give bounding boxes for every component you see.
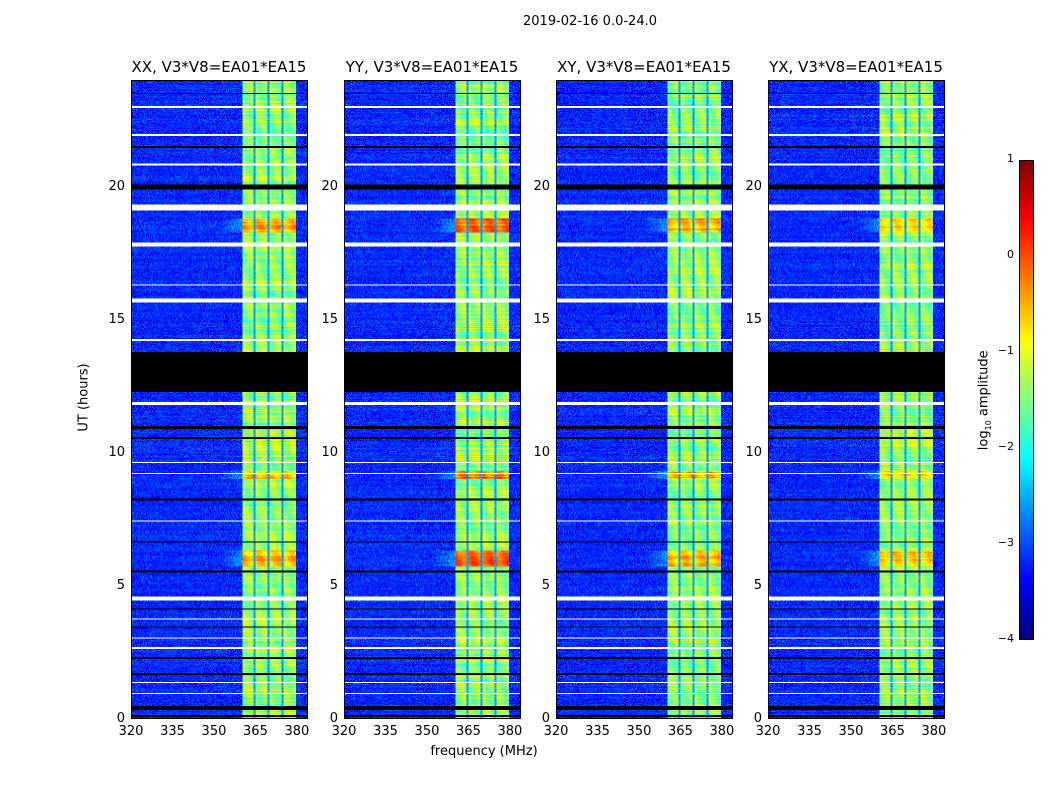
colorbar [1019,160,1034,640]
x-tick-label: 365 [880,724,905,739]
x-tick-label: 335 [797,724,822,739]
y-tick-label: 5 [541,577,550,593]
x-tick-label: 320 [331,724,357,739]
y-tick-label: 10 [745,444,762,460]
y-tick-label: 5 [329,577,338,593]
y-axis-label: UT (hours) [76,363,92,432]
suptitle: 2019-02-16 0.0-24.0 [523,14,657,29]
heatmap-panel-1 [344,80,521,719]
panel-title: XY, V3*V8=EA01*EA15 [557,58,731,76]
x-tick-label: 350 [626,724,652,739]
y-tick-label: 10 [321,444,338,460]
y-tick-label: 0 [329,711,338,726]
panel-title: YY, V3*V8=EA01*EA15 [345,58,519,76]
y-tick-label: 15 [321,311,338,327]
x-tick-label: 335 [373,724,398,739]
colorbar-tick-label: 0 [1007,248,1014,261]
heatmap-image [769,81,944,718]
heatmap-image [557,81,732,718]
heatmap-panel-2 [556,80,733,719]
heatmap-image [132,81,307,718]
x-tick-label: 365 [243,724,268,739]
y-tick-label: 15 [108,311,125,327]
y-tick-label: 20 [745,178,762,194]
y-tick-label: 5 [753,577,762,593]
colorbar-tick-label: 1 [1007,152,1014,165]
y-tick-label: 5 [116,577,125,593]
x-tick-label: 335 [160,724,185,739]
y-tick-label: 10 [533,444,550,460]
x-tick-label: 350 [201,724,227,739]
colorbar-tick-label: −1 [997,344,1014,357]
heatmap-image [345,81,520,718]
x-tick-label: 350 [414,724,440,739]
colorbar-tick-label: −4 [997,632,1014,645]
heatmap-panel-3 [768,80,945,719]
colorbar-label: log10 amplitude [976,350,994,451]
y-tick-label: 15 [533,311,550,327]
y-tick-label: 0 [753,711,762,726]
x-tick-label: 350 [838,724,864,739]
x-tick-label: 380 [497,724,523,739]
heatmap-panel-0 [131,80,308,719]
y-tick-label: 10 [108,444,125,460]
x-tick-label: 320 [543,724,569,739]
x-tick-label: 380 [284,724,310,739]
y-tick-label: 15 [745,311,762,327]
y-tick-label: 20 [533,178,550,194]
y-tick-label: 20 [108,178,125,194]
x-tick-label: 365 [668,724,693,739]
x-tick-label: 335 [585,724,610,739]
y-tick-label: 20 [321,178,338,194]
colorbar-tick-label: −3 [997,536,1014,549]
x-tick-label: 320 [118,724,144,739]
colorbar-tick-label: −2 [997,440,1014,453]
y-tick-label: 0 [541,711,550,726]
x-tick-label: 380 [921,724,947,739]
x-axis-label: frequency (MHz) [430,744,538,759]
y-tick-label: 0 [116,711,125,726]
panel-title: YX, V3*V8=EA01*EA15 [769,58,943,76]
x-tick-label: 320 [755,724,781,739]
x-tick-label: 380 [709,724,735,739]
x-tick-label: 365 [456,724,481,739]
panel-title: XX, V3*V8=EA01*EA15 [131,58,307,76]
